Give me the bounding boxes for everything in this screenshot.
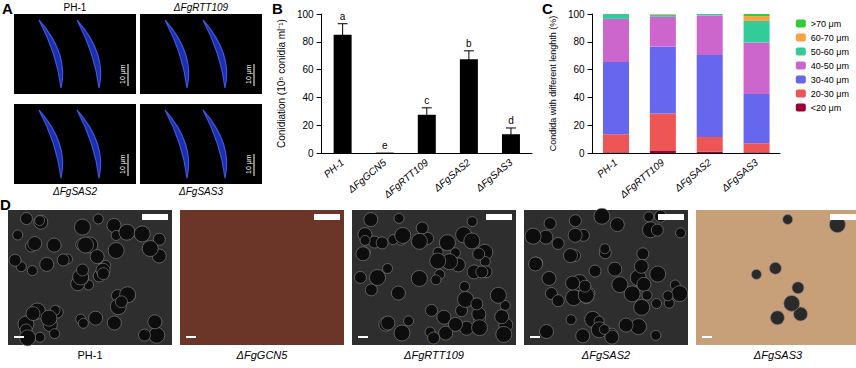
svg-text:>70 μm: >70 μm	[811, 19, 841, 29]
svg-text:ΔFgSAS2: ΔFgSAS2	[581, 349, 630, 361]
svg-text:ΔFgGCN5: ΔFgGCN5	[345, 157, 389, 196]
svg-text:ΔFgSAS3: ΔFgSAS3	[719, 157, 761, 195]
svg-text:a: a	[340, 11, 346, 22]
svg-text:40-50 μm: 40-50 μm	[811, 61, 849, 71]
svg-text:ΔFgRTT109: ΔFgRTT109	[381, 157, 431, 201]
svg-text:ΔFgGCN5: ΔFgGCN5	[236, 349, 289, 361]
svg-text:PH-1: PH-1	[595, 157, 620, 180]
svg-text:PH-1: PH-1	[77, 349, 102, 361]
svg-text:ΔFgRTT109: ΔFgRTT109	[617, 157, 667, 201]
svg-text:30-40 μm: 30-40 μm	[811, 75, 849, 85]
svg-text:0: 0	[579, 148, 585, 159]
svg-text:b: b	[466, 38, 472, 49]
svg-text:d: d	[508, 115, 514, 126]
html-text:A: A	[2, 0, 13, 17]
svg-text:ΔFgSAS3: ΔFgSAS3	[473, 157, 515, 195]
svg-text:Condida with different lenghth: Condida with different lenghth (%)	[548, 16, 558, 151]
svg-text:ΔFgSAS3: ΔFgSAS3	[178, 186, 223, 197]
html-text:C: C	[542, 0, 553, 17]
svg-text:40: 40	[302, 92, 314, 103]
svg-text:20-30 μm: 20-30 μm	[811, 89, 849, 99]
svg-text:100: 100	[568, 9, 585, 20]
svg-text:20: 20	[573, 120, 585, 131]
svg-text:ΔFgSAS2: ΔFgSAS2	[431, 157, 473, 195]
svg-text:PH-1: PH-1	[322, 157, 347, 180]
svg-text:60-70 μm: 60-70 μm	[811, 33, 849, 43]
svg-text:60: 60	[573, 64, 585, 75]
svg-text:PH-1: PH-1	[64, 2, 87, 13]
svg-text:80: 80	[573, 36, 585, 47]
svg-text:ΔFgRTT109: ΔFgRTT109	[403, 349, 464, 361]
svg-text:20: 20	[302, 120, 314, 131]
svg-text:0: 0	[308, 148, 314, 159]
svg-text:100: 100	[297, 9, 314, 20]
svg-text:Conidiation (10⁵ conidia ml⁻¹): Conidiation (10⁵ conidia ml⁻¹)	[276, 19, 287, 148]
svg-text:80: 80	[302, 36, 314, 47]
svg-text:10 μm: 10 μm	[245, 154, 253, 174]
svg-text:c: c	[424, 95, 429, 106]
svg-text:10 μm: 10 μm	[119, 64, 127, 84]
svg-text:10 μm: 10 μm	[245, 64, 253, 84]
svg-text:<20 μm: <20 μm	[811, 103, 841, 113]
html-text:D: D	[0, 196, 11, 213]
svg-text:e: e	[382, 140, 388, 151]
html-text:B: B	[272, 0, 283, 17]
svg-text:10 μm: 10 μm	[119, 154, 127, 174]
svg-text:ΔFgRTT109: ΔFgRTT109	[173, 2, 229, 13]
svg-text:50-60 μm: 50-60 μm	[811, 47, 849, 57]
svg-text:40: 40	[573, 92, 585, 103]
svg-text:60: 60	[302, 64, 314, 75]
svg-text:ΔFgSAS2: ΔFgSAS2	[672, 157, 714, 195]
svg-text:ΔFgSAS3: ΔFgSAS3	[753, 349, 803, 361]
svg-text:ΔFgSAS2: ΔFgSAS2	[52, 186, 97, 197]
